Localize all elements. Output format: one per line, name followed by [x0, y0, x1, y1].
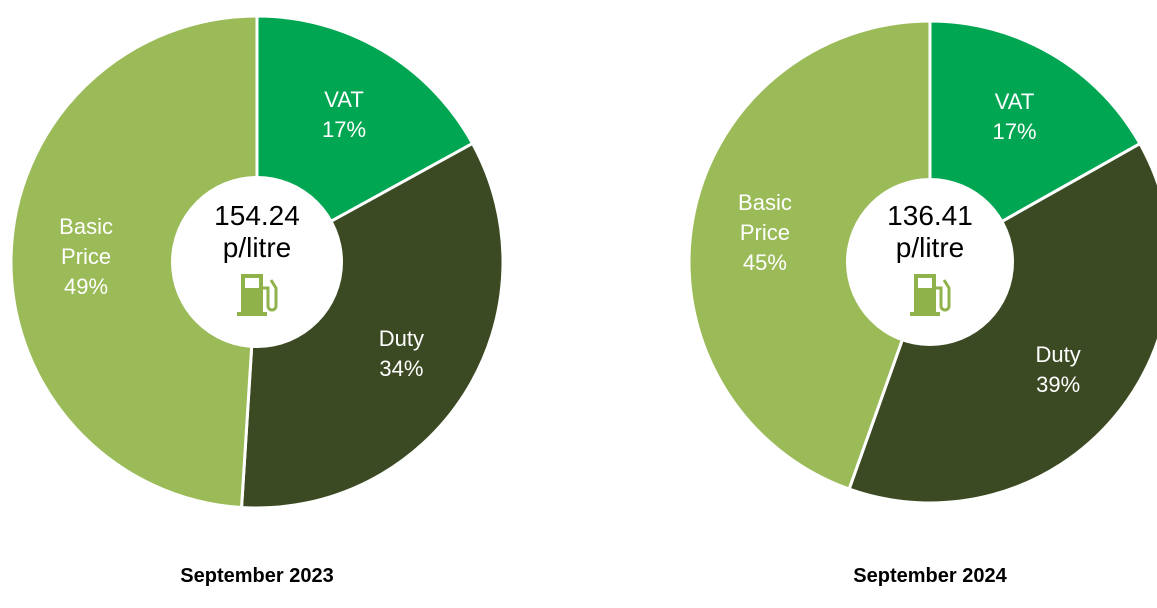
slice-value-label: 39% [1036, 371, 1081, 397]
slice-category: VAT [324, 86, 364, 112]
fuel-icon [910, 274, 951, 316]
slice-category: Basic Price [738, 190, 792, 246]
center-unit: p/litre [222, 232, 292, 263]
slice-label: Duty 39% [1018, 340, 1098, 400]
center-text: 154.24 p/litre [214, 200, 300, 264]
slice-category: Duty [378, 325, 424, 351]
center-text: 136.41 p/litre [887, 200, 973, 264]
fuel-icon [237, 274, 278, 316]
donut-hole [846, 178, 1014, 346]
slice-value-label: 17% [992, 119, 1037, 145]
slice-category: Duty [1035, 341, 1081, 367]
slice-value-label: 17% [322, 116, 367, 142]
chart-title: September 2023 [180, 565, 334, 587]
center-value: 154.24 [214, 200, 300, 231]
slice-label: Basic Price 45% [725, 188, 805, 278]
fuel-pump-body [910, 274, 940, 316]
fuel-pump-hose [263, 279, 278, 312]
slice-value-label: 49% [64, 273, 109, 299]
fuel-pump-body [237, 274, 267, 316]
slice-label: Duty 34% [361, 324, 441, 384]
slice-category: Basic Price [59, 213, 113, 269]
chart-title: September 2024 [853, 565, 1007, 587]
slice-label: Basic Price 49% [46, 212, 126, 302]
center-value: 136.41 [887, 200, 973, 231]
slice-value-label: 34% [379, 355, 424, 381]
slice-category: VAT [994, 89, 1035, 115]
pie-slice [9, 14, 259, 510]
slice-label: VAT 17% [975, 87, 1055, 147]
center-unit: p/litre [895, 232, 965, 263]
pie-slice [847, 141, 1157, 505]
pie-slice [687, 19, 932, 491]
donut-hole [171, 176, 343, 348]
fuel-pump-hose [936, 279, 951, 312]
slice-value-label: 45% [742, 250, 787, 276]
slice-label: VAT 17% [304, 85, 384, 145]
